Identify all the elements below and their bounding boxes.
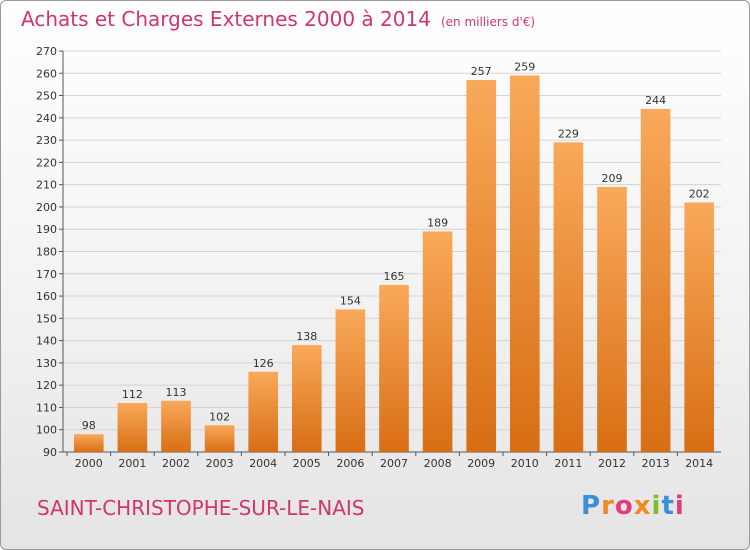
bar-2012 [597, 186, 627, 452]
bar-2014 [684, 202, 715, 452]
logo-letter: o [614, 491, 634, 521]
commune-name: SAINT-CHRISTOPHE-SUR-LE-NAIS [37, 496, 365, 520]
x-tick-label: 2012 [598, 457, 626, 470]
y-tick-label: 160 [36, 290, 57, 303]
x-tick-label: 2002 [162, 457, 190, 470]
value-label: 259 [514, 61, 535, 74]
x-tick-label: 2008 [424, 457, 452, 470]
y-tick-label: 200 [36, 201, 57, 214]
bar-2006 [335, 309, 366, 452]
y-tick-label: 100 [36, 424, 57, 437]
value-label: 126 [253, 357, 274, 370]
y-tick-label: 120 [36, 379, 57, 392]
y-tick-label: 180 [36, 246, 57, 259]
axes: 90 100 110 120 130 140 150 160 170 180 190 200 210 22… [36, 45, 721, 459]
bar-2009 [466, 79, 497, 452]
x-tick-label: 2005 [293, 457, 321, 470]
y-tick-label: 170 [36, 268, 57, 281]
bar-2002 [161, 400, 191, 452]
x-tick-label: 2006 [336, 457, 364, 470]
value-label: 165 [384, 270, 405, 283]
logo-letter: P [581, 491, 602, 521]
y-tick-label: 260 [36, 67, 57, 80]
x-tick-label: 2011 [554, 457, 582, 470]
x-tick-label: 2007 [380, 457, 408, 470]
chart-unit: (en milliers d'€) [440, 15, 536, 29]
value-label: 244 [645, 94, 666, 107]
bar-2008 [422, 231, 453, 452]
x-tick-label: 2004 [249, 457, 277, 470]
y-tick-label: 240 [36, 112, 57, 125]
bar-2013 [640, 108, 671, 452]
x-tick-label: 2014 [685, 457, 713, 470]
y-tick-label: 150 [36, 312, 57, 325]
x-tick-label: 2013 [642, 457, 670, 470]
bar-2010 [509, 75, 540, 452]
value-label: 112 [122, 388, 143, 401]
chart-title: Achats et Charges Externes 2000 à 2014 (e… [21, 7, 535, 31]
x-tick-label: 2003 [206, 457, 234, 470]
value-label: 189 [427, 216, 448, 229]
logo-letter: r [601, 491, 615, 521]
chart-title-text: Achats et Charges Externes 2000 à 2014 [21, 7, 431, 31]
proxiti-logo: Proxiti [581, 491, 685, 521]
y-tick-label: 270 [36, 45, 57, 58]
value-label: 98 [82, 419, 96, 432]
value-label: 209 [602, 172, 623, 185]
value-label: 229 [558, 127, 579, 140]
bar-2001 [117, 402, 148, 452]
bar-2004 [248, 371, 279, 452]
bars [73, 75, 715, 453]
value-label: 138 [296, 330, 317, 343]
y-tick-label: 110 [36, 401, 57, 414]
value-label: 257 [471, 65, 492, 78]
x-tick-label: 2001 [118, 457, 146, 470]
logo-letter: t [661, 491, 675, 521]
x-tick-label: 2000 [75, 457, 103, 470]
y-tick-label: 140 [36, 335, 57, 348]
y-tick-label: 210 [36, 179, 57, 192]
logo-letter: x [633, 491, 652, 521]
bar-2011 [553, 142, 584, 453]
value-label: 202 [689, 187, 710, 200]
y-tick-label: 190 [36, 223, 57, 236]
bar-2000 [73, 434, 104, 452]
y-tick-label: 250 [36, 90, 57, 103]
value-label: 102 [209, 410, 230, 423]
x-tick-label: 2010 [511, 457, 539, 470]
y-tick-label: 220 [36, 156, 57, 169]
y-tick-label: 230 [36, 134, 57, 147]
logo-letter: i [651, 491, 662, 521]
value-label: 154 [340, 294, 361, 307]
x-tick-label: 2009 [467, 457, 495, 470]
bar-2007 [379, 284, 409, 452]
labels: 98 2000 112 2001 113 2002 102 2003 126 2004 138 200… [75, 61, 713, 470]
bar-2003 [204, 425, 235, 452]
value-label: 113 [166, 386, 187, 399]
y-tick-label: 130 [36, 357, 57, 370]
bar-2005 [291, 345, 322, 452]
logo-letter: i [674, 491, 685, 521]
y-tick-label: 90 [43, 446, 57, 459]
